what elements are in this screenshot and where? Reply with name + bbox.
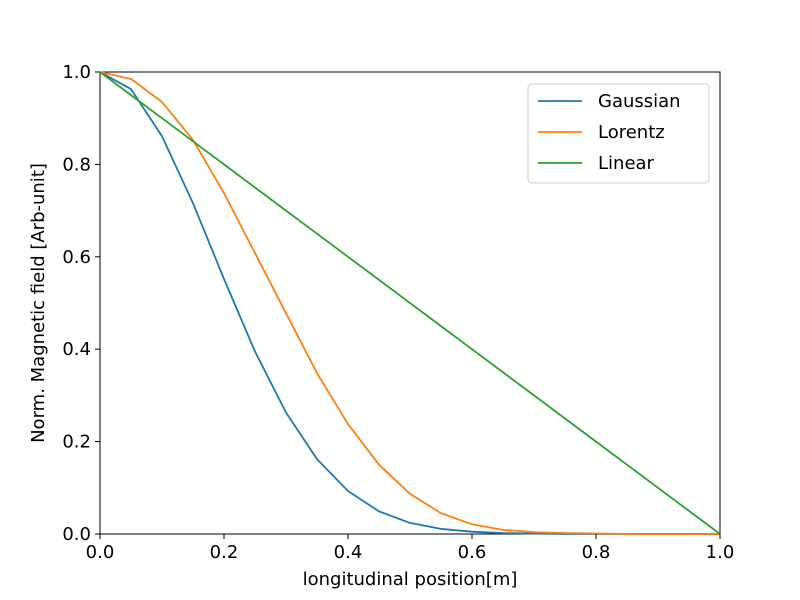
series-layer	[99, 71, 721, 535]
legend: Gaussian Lorentz Linear	[527, 83, 710, 184]
x-axis-label: longitudinal position[m]	[303, 569, 518, 590]
legend-label-lorentz: Lorentz	[598, 122, 665, 143]
x-tick-label: 0.8	[582, 542, 611, 563]
x-tick-label: 0.0	[86, 542, 115, 563]
series-line-lorentz	[99, 71, 720, 535]
y-tick-label: 0.2	[62, 432, 91, 453]
x-tick-label: 1.0	[706, 542, 735, 563]
y-tick-label: 1.0	[62, 62, 91, 83]
y-axis-ticks: 0.0 0.2 0.4 0.6 0.8 1.0	[62, 62, 100, 545]
x-tick-label: 0.2	[210, 542, 239, 563]
legend-label-linear: Linear	[598, 153, 655, 174]
legend-label-gaussian: Gaussian	[598, 91, 681, 112]
series-line-linear	[99, 71, 721, 535]
y-tick-label: 0.0	[62, 524, 91, 545]
x-tick-label: 0.6	[458, 542, 487, 563]
legend-items: Gaussian Lorentz Linear	[538, 91, 681, 174]
y-tick-label: 0.8	[62, 154, 91, 175]
x-tick-label: 0.4	[334, 542, 363, 563]
legend-box	[527, 83, 710, 184]
y-axis-label: Norm. Magnetic field [Arb-unit]	[28, 163, 49, 443]
x-axis-ticks: 0.0 0.2 0.4 0.6 0.8 1.0	[86, 534, 735, 563]
y-tick-label: 0.6	[62, 247, 91, 268]
y-tick-label: 0.4	[62, 339, 91, 360]
